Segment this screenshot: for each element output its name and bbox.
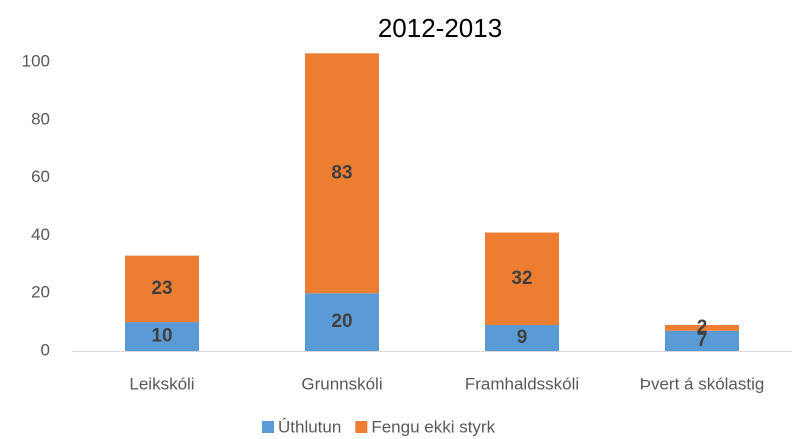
bar-segment: [485, 324, 559, 351]
data-label: 7: [697, 330, 708, 351]
y-tick-label: 40: [31, 225, 50, 244]
y-tick-label: 80: [31, 109, 50, 128]
data-label: 2: [697, 317, 708, 338]
bar-segment: [125, 322, 199, 351]
legend-swatch: [355, 421, 368, 433]
data-label: 32: [511, 268, 532, 289]
data-label: 83: [331, 162, 352, 183]
bar-segment: [485, 232, 559, 325]
y-tick-label: 100: [22, 51, 50, 70]
data-label: 9: [517, 327, 528, 348]
bar-segment: [665, 324, 739, 331]
x-tick-label: Leikskóli: [129, 374, 194, 393]
data-label: 20: [331, 311, 352, 332]
data-label: 10: [151, 326, 172, 347]
x-tick-label: Þvert á skólastig: [640, 374, 765, 393]
y-tick-label: 20: [31, 283, 50, 302]
bar-segment: [305, 53, 379, 294]
x-tick-label: Grunnskóli: [301, 374, 382, 393]
bar-segment: [305, 293, 379, 351]
legend-label: Fengu ekki styrk: [371, 417, 495, 436]
x-tick-label: Framhaldsskóli: [465, 374, 579, 393]
bar-segment: [665, 330, 739, 351]
data-label: 23: [151, 278, 172, 299]
y-tick-label: 60: [31, 167, 50, 186]
legend-label: Úthlutun: [278, 417, 341, 436]
legend-swatch: [262, 421, 274, 433]
chart-title: 2012-2013: [378, 13, 502, 43]
bar-segment: [125, 255, 199, 323]
y-tick-label: 0: [41, 340, 50, 359]
